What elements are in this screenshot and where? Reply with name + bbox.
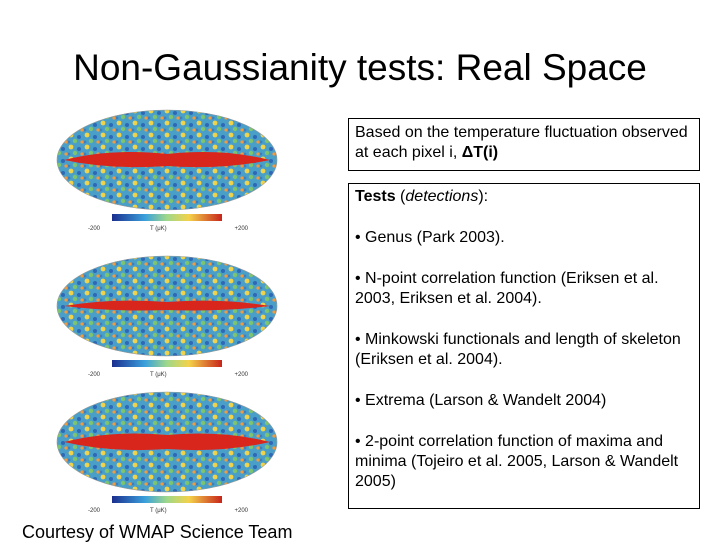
scale-unit: T (μK): [150, 372, 167, 378]
scale-max: +200: [234, 226, 248, 232]
intro-text: Based on the temperature fluctuation obs…: [355, 124, 688, 161]
colorbar-labels-3: -200 T (μK) +200: [88, 508, 248, 514]
cmb-sky-map-3: [52, 390, 282, 510]
credit-text: Courtesy of WMAP Science Team: [22, 522, 293, 542]
tests-box: Tests (detections): • Genus (Park 2003).…: [348, 183, 700, 509]
intro-text-box: Based on the temperature fluctuation obs…: [348, 118, 700, 171]
colorbar-labels-1: -200 T (μK) +200: [88, 226, 248, 232]
list-item: • Minkowski functionals and length of sk…: [355, 331, 681, 368]
tests-heading: Tests (detections):: [355, 188, 489, 205]
scale-unit: T (μK): [150, 226, 167, 232]
list-item: • Extrema (Larson & Wandelt 2004): [355, 392, 607, 409]
scale-unit: T (μK): [150, 508, 167, 514]
slide-title: Non-Gaussianity tests: Real Space: [73, 47, 647, 88]
list-item: • N-point correlation function (Eriksen …: [355, 270, 659, 307]
scale-min: -200: [88, 508, 101, 514]
scale-min: -200: [88, 372, 101, 378]
list-item: • Genus (Park 2003).: [355, 229, 505, 246]
delta-t-symbol: ΔT(i): [461, 144, 499, 161]
scale-max: +200: [234, 372, 248, 378]
colorbar-labels-2: -200 T (μK) +200: [88, 372, 248, 378]
cmb-sky-map-1: [52, 108, 282, 228]
list-item: • 2-point correlation function of maxima…: [355, 433, 679, 490]
tests-heading-bold: Tests: [355, 188, 396, 205]
tests-heading-italic: detections: [405, 188, 479, 205]
scale-min: -200: [88, 226, 101, 232]
scale-max: +200: [234, 508, 248, 514]
cmb-sky-map-2: [52, 254, 282, 374]
